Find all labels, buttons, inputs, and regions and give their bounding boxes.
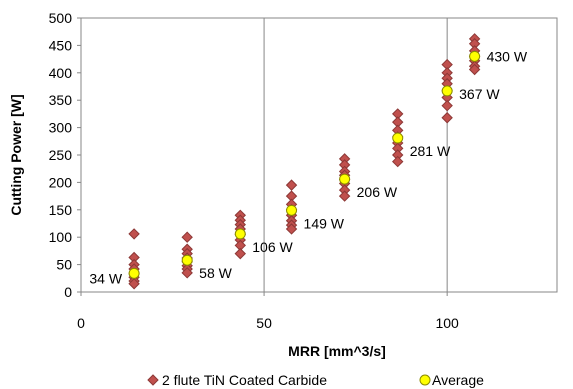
- axis-ticks: 0 50 100 150 200 250 300 350 400 450 500 0 50 100: [49, 10, 459, 331]
- average-data-label: 430 W: [487, 48, 528, 64]
- diamond-point: [128, 228, 140, 240]
- y-tick-label: 250: [49, 147, 73, 163]
- y-tick-label: 0: [64, 284, 72, 300]
- legend-label-average: Average: [432, 372, 484, 388]
- y-tick-label: 150: [49, 202, 73, 218]
- diamond-point: [392, 108, 404, 120]
- y-tick-label: 400: [49, 65, 73, 81]
- plot-area: [80, 17, 558, 293]
- average-data-label: 34 W: [89, 270, 122, 286]
- legend-label-diamond-series: 2 flute TiN Coated Carbide: [162, 372, 327, 388]
- x-tick-label: 100: [435, 315, 459, 331]
- y-axis-title: Cutting Power [W]: [8, 94, 24, 215]
- average-data-label: 58 W: [199, 265, 232, 281]
- diamond-point: [285, 179, 298, 191]
- average-point: [392, 132, 404, 144]
- average-data-label: 106 W: [252, 239, 293, 255]
- diamond-point: [285, 190, 298, 202]
- legend: 2 flute TiN Coated Carbide Average: [147, 372, 484, 388]
- x-axis-title: MRR [mm^3/s]: [288, 343, 386, 359]
- y-tick-label: 450: [49, 37, 73, 53]
- diamond-point: [128, 278, 140, 290]
- data-marks: [128, 33, 481, 290]
- y-tick-label: 500: [49, 10, 73, 26]
- legend-entry-diamond-series: 2 flute TiN Coated Carbide: [147, 372, 327, 388]
- y-tick-label: 300: [49, 120, 73, 136]
- y-tick-label: 100: [49, 229, 73, 245]
- diamond-point: [468, 63, 481, 76]
- data-labels: 34 W 58 W 106 W 149 W 206 W 281 W 367 W 430 W: [89, 48, 527, 286]
- diamond-point: [392, 116, 404, 128]
- y-tick-label: 200: [49, 174, 73, 190]
- legend-circle-marker: [419, 374, 431, 386]
- x-tick-label: 0: [77, 315, 85, 331]
- diamond-point: [181, 267, 193, 279]
- diamond-point: [234, 239, 246, 252]
- diamond-point: [285, 223, 298, 235]
- y-tick-label: 50: [56, 257, 72, 273]
- average-data-label: 206 W: [357, 184, 398, 200]
- legend-diamond-marker: [147, 374, 159, 386]
- average-point: [181, 254, 193, 266]
- diamond-point: [181, 231, 193, 243]
- diamond-point: [441, 112, 453, 124]
- x-tick-label: 50: [256, 315, 272, 331]
- diamond-point: [441, 99, 453, 112]
- diamond-point: [441, 58, 453, 71]
- plot-border: [80, 17, 558, 293]
- average-point: [339, 173, 351, 185]
- average-data-label: 367 W: [459, 86, 500, 102]
- average-point: [286, 204, 298, 216]
- average-data-label: 149 W: [304, 215, 345, 231]
- diamond-point: [338, 190, 351, 202]
- average-point: [441, 85, 453, 97]
- diamond-point: [392, 155, 404, 168]
- legend-entry-average: Average: [419, 372, 484, 388]
- y-tick-label: 350: [49, 92, 73, 108]
- average-point: [234, 228, 246, 240]
- diamond-point: [234, 247, 246, 260]
- average-data-label: 281 W: [410, 143, 451, 159]
- average-point: [469, 50, 481, 62]
- average-point: [128, 267, 140, 279]
